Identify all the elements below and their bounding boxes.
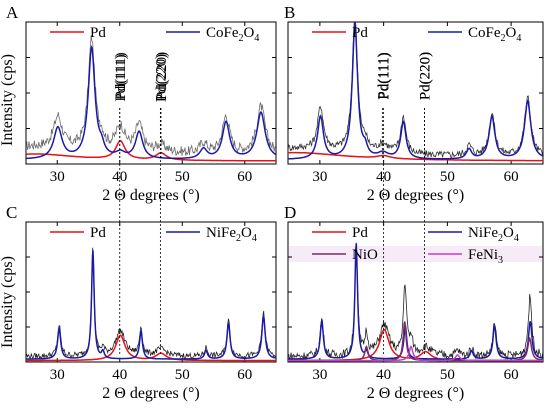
peak-annotation: Pd(111) (113, 54, 129, 101)
y-axis-label-bottom: Intensity (cps) (0, 256, 16, 348)
series-nife2o4 (26, 250, 276, 360)
measured-pattern (26, 247, 276, 360)
peak-annotation: Pd(220) (153, 54, 169, 102)
measured-pattern (288, 242, 543, 361)
x-tick-label: 60 (504, 169, 519, 185)
panel-letter: C (6, 203, 17, 222)
panel-c: 30 40 50 60 2 Θ degrees (°) C Pd(111) Pd(220) Pd… (6, 54, 277, 402)
legend-label: NiO (352, 247, 378, 263)
x-tick-label: 30 (50, 367, 65, 383)
legend-label: FeNi3 (468, 247, 503, 266)
panel-letter: D (284, 203, 296, 222)
legend-label: Pd (352, 25, 368, 41)
panel-d: 30 40 50 60 2 Θ degrees (°) D Pd(111) Pd(220) Pd… (284, 52, 544, 402)
x-tick-label: 40 (376, 367, 391, 383)
plot-frame (287, 221, 544, 363)
measured-pattern (288, 22, 543, 158)
peak-annotation: Pd(111) (375, 52, 391, 99)
series-pd (26, 139, 276, 162)
peak-annotation: Pd(220) (417, 52, 433, 100)
x-tick-label: 30 (50, 169, 65, 185)
x-tick-label: 50 (175, 169, 190, 185)
measured-pattern (26, 35, 276, 157)
legend-label: CoFe2O4 (206, 25, 259, 44)
legend-label: NiFe2O4 (206, 225, 257, 244)
panel-letter: A (6, 3, 19, 22)
series-pd (26, 334, 276, 362)
panel-b: 30 40 50 602 Θ degrees (°)BPd(111) Pd(220)Pd… (284, 3, 544, 204)
legend-label: Pd (90, 225, 106, 241)
x-tick-label: 60 (237, 169, 252, 185)
x-tick-label: 40 (112, 367, 127, 383)
curves (26, 35, 276, 162)
legend-label: NiFe2O4 (468, 225, 519, 244)
panels: 30 40 50 60 2 Θ degrees (°) A Pd(111) Pd(220) Pd… (6, 3, 544, 402)
peak-annotation: Pd(111) (377, 52, 393, 99)
curves (288, 22, 543, 162)
x-tick-label: 30 (312, 169, 327, 185)
x-axis-label: 2 Θ degrees (°) (102, 187, 199, 204)
x-tick-label: 30 (312, 367, 327, 383)
peak-annotation: Pd(220) (417, 52, 433, 100)
peak-annotation: Pd(111) (113, 52, 129, 99)
x-axis-label: 2 Θ degrees (°) (102, 385, 199, 402)
x-axis-label: 2 Θ degrees (°) (367, 187, 464, 204)
panel-a: 30 40 50 602 Θ degrees (°)APd(111) Pd(220)Pd… (6, 3, 277, 204)
x-tick-label: 50 (440, 367, 455, 383)
x-tick-label: 60 (504, 367, 519, 383)
series-feni3 (288, 345, 543, 362)
peak-annotation: Pd(220) (154, 52, 170, 100)
x-axis-label: 2 Θ degrees (°) (367, 385, 464, 402)
legend-band (289, 246, 542, 262)
series-cofe2o4 (288, 22, 543, 160)
y-axis-label-top: Intensity (cps) (0, 54, 16, 146)
legend-label: Pd (352, 225, 368, 241)
curves (288, 242, 543, 362)
legend-label: Pd (90, 25, 106, 41)
series-pd (288, 151, 543, 162)
x-tick-label: 50 (440, 169, 455, 185)
panel-letter: B (284, 3, 295, 22)
series-cofe2o4 (26, 45, 276, 160)
legend-label: CoFe2O4 (468, 25, 521, 44)
x-tick-label: 50 (175, 367, 190, 383)
curves (26, 247, 276, 362)
x-tick-label: 60 (237, 367, 252, 383)
